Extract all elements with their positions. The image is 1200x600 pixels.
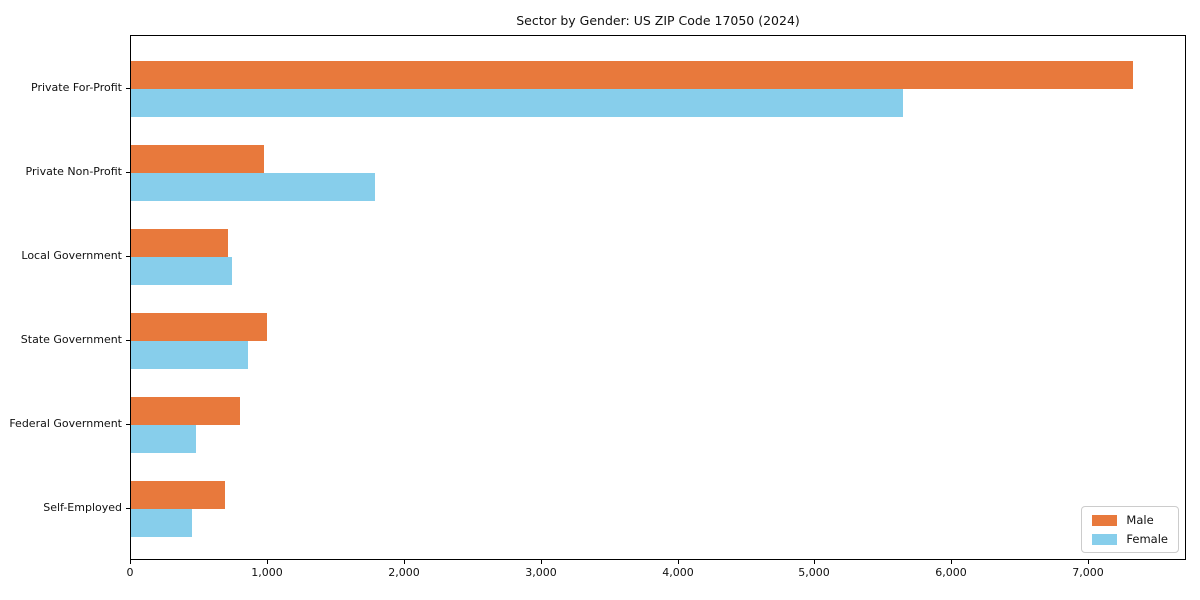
y-axis-tick — [126, 172, 130, 173]
legend-swatch-male — [1092, 514, 1118, 526]
female-bar — [131, 173, 375, 201]
legend-swatch-female — [1092, 533, 1118, 545]
x-axis-tick-label: 5,000 — [798, 566, 830, 579]
legend-label-female: Female — [1126, 532, 1168, 546]
y-axis-label: State Government — [20, 333, 122, 346]
x-axis-tick — [267, 560, 268, 564]
male-bar — [131, 481, 225, 509]
y-axis-label: Local Government — [21, 249, 122, 262]
x-axis-tick-label: 1,000 — [251, 566, 283, 579]
female-bar — [131, 89, 903, 117]
x-axis-tick — [541, 560, 542, 564]
x-axis-tick — [1088, 560, 1089, 564]
female-bar — [131, 425, 196, 453]
y-axis-label: Private Non-Profit — [25, 165, 122, 178]
x-axis-tick-label: 6,000 — [935, 566, 967, 579]
y-axis-tick — [126, 256, 130, 257]
y-axis-tick — [126, 508, 130, 509]
male-bar — [131, 61, 1133, 89]
male-bar — [131, 397, 240, 425]
x-axis-tick-label: 3,000 — [525, 566, 557, 579]
x-axis-tick-label: 2,000 — [388, 566, 420, 579]
x-axis-tick-label: 0 — [126, 566, 134, 579]
x-axis-tick-label: 4,000 — [662, 566, 694, 579]
chart-title: Sector by Gender: US ZIP Code 17050 (202… — [516, 13, 800, 28]
y-axis-label: Federal Government — [9, 417, 122, 430]
legend-item-male: Male — [1092, 514, 1168, 526]
y-axis-tick — [126, 424, 130, 425]
legend-label-male: Male — [1126, 513, 1154, 527]
plot-area: Male Female — [130, 35, 1186, 560]
y-axis-label: Private For-Profit — [31, 81, 122, 94]
x-axis-tick — [404, 560, 405, 564]
male-bar — [131, 313, 267, 341]
female-bar — [131, 341, 248, 369]
x-axis-tick — [951, 560, 952, 564]
x-axis-tick — [130, 560, 131, 564]
x-axis-tick-label: 7,000 — [1072, 566, 1104, 579]
male-bar — [131, 145, 264, 173]
y-axis-tick — [126, 88, 130, 89]
legend: Male Female — [1081, 506, 1179, 553]
male-bar — [131, 229, 228, 257]
y-axis-tick — [126, 340, 130, 341]
female-bar — [131, 509, 192, 537]
y-axis-label: Self-Employed — [43, 501, 122, 514]
female-bar — [131, 257, 232, 285]
x-axis-tick — [814, 560, 815, 564]
x-axis-tick — [678, 560, 679, 564]
legend-item-female: Female — [1092, 533, 1168, 545]
